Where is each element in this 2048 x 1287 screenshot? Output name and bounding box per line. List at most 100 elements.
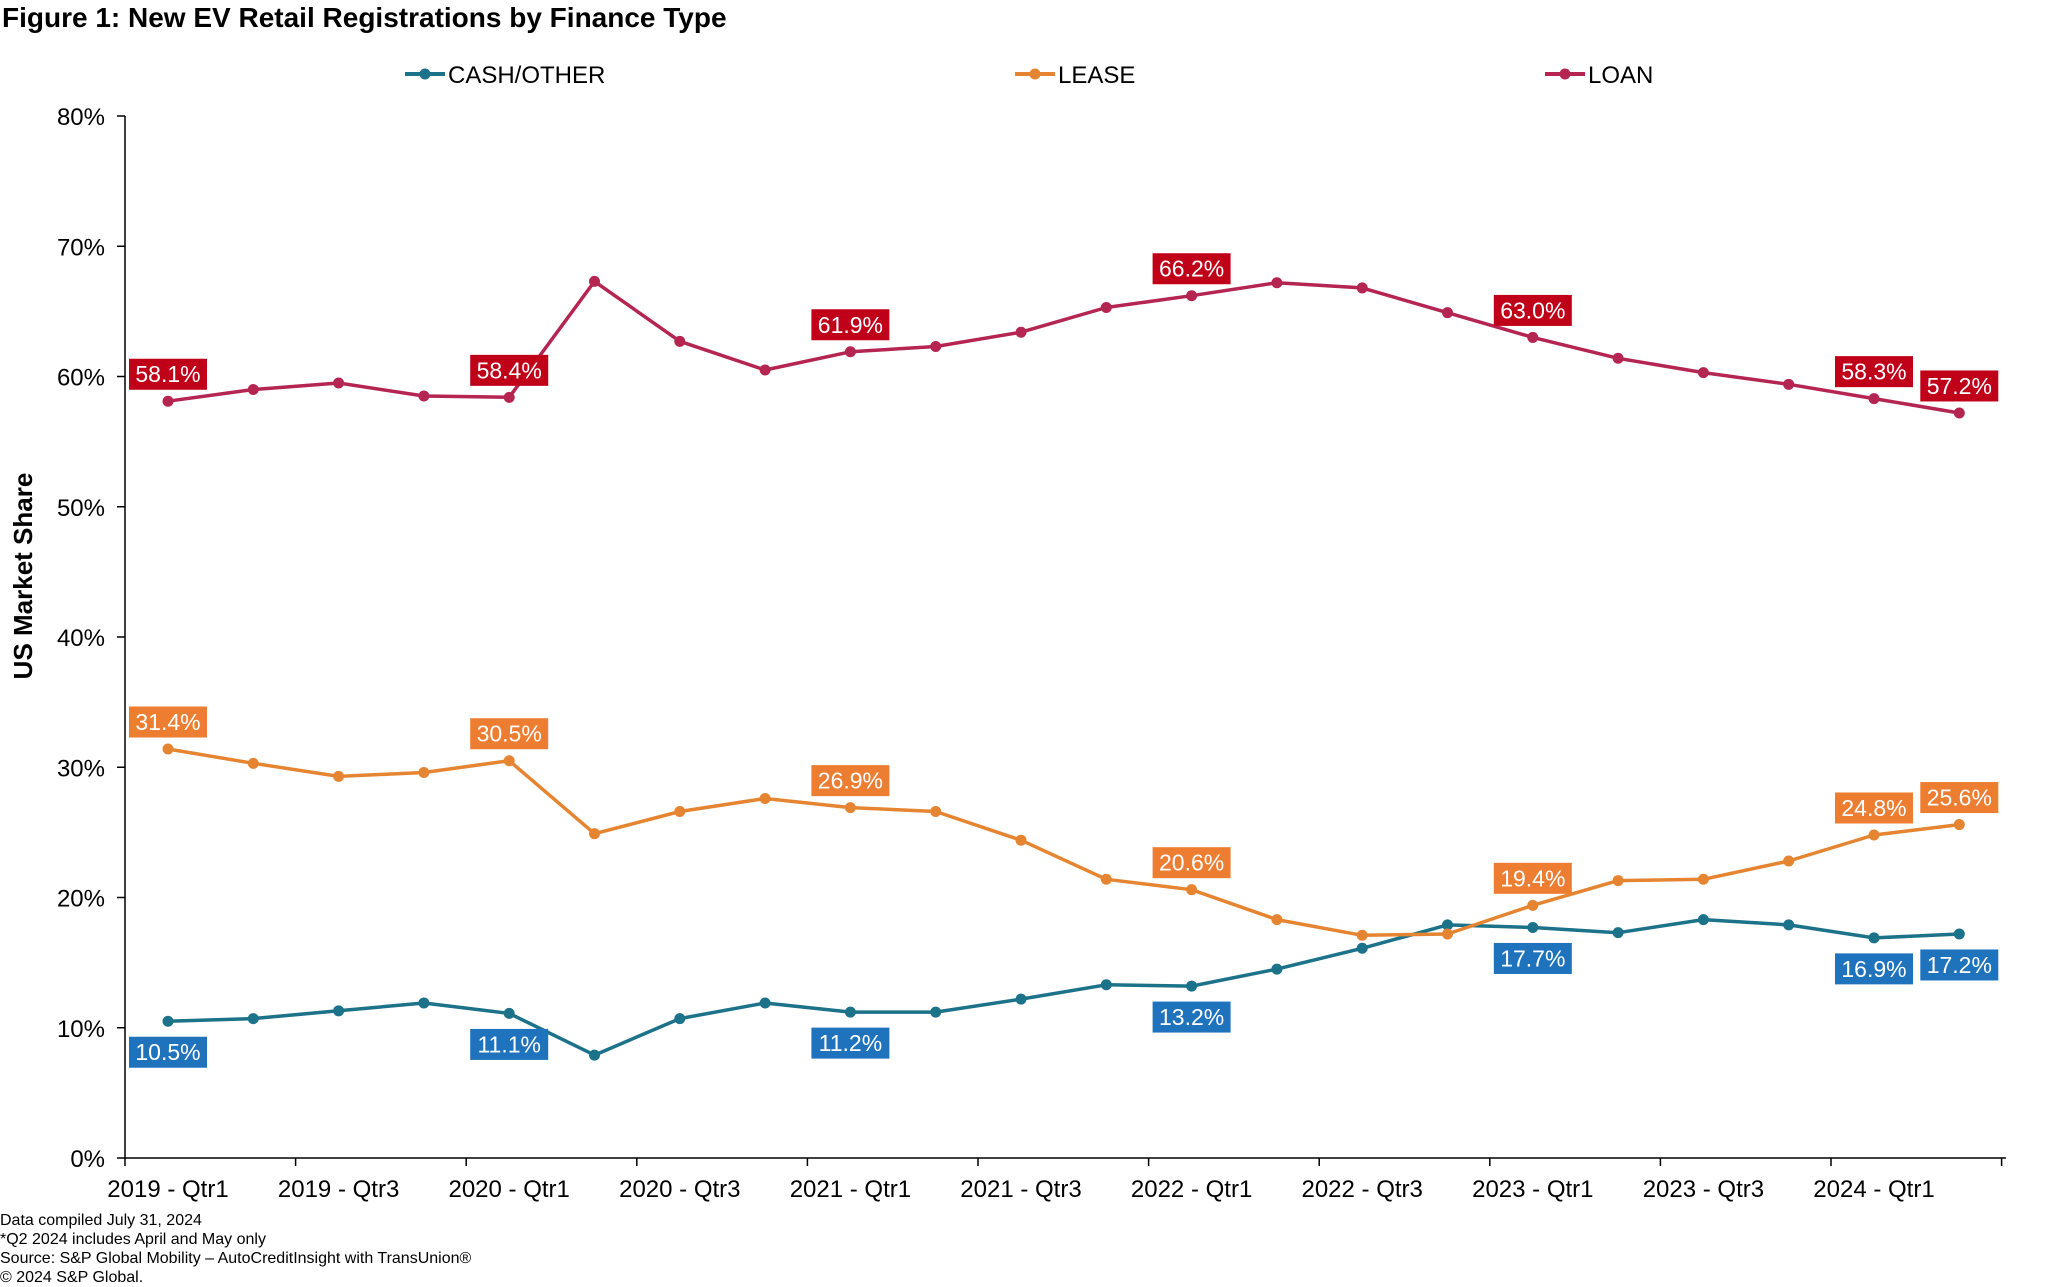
legend-label: LEASE	[1058, 62, 1135, 89]
series-lines	[162, 275, 1965, 1061]
data-point-cash	[333, 1005, 345, 1017]
series-loan	[162, 275, 1965, 419]
data-point-lease	[333, 770, 345, 782]
data-point-lease	[1868, 829, 1880, 841]
data-label-loan: 58.4%	[470, 354, 549, 386]
data-point-lease	[930, 806, 942, 818]
data-label-text: 17.7%	[1500, 945, 1565, 971]
data-label-text: 66.2%	[1159, 256, 1224, 282]
data-point-cash	[1442, 919, 1453, 931]
data-point-loan	[503, 391, 515, 403]
data-point-loan	[1612, 352, 1624, 364]
data-point-lease	[589, 828, 600, 840]
data-point-lease	[674, 806, 686, 818]
data-label-box	[1493, 294, 1572, 326]
data-label-text: 20.6%	[1159, 850, 1224, 876]
data-label-cash: 11.1%	[470, 1028, 549, 1060]
data-point-cash	[1868, 932, 1880, 944]
data-label-box	[1835, 953, 1913, 985]
data-label-lease: 24.8%	[1835, 792, 1913, 824]
data-point-loan	[759, 364, 771, 376]
data-label-box	[1920, 782, 1999, 814]
y-axis-label: US Market Share	[8, 473, 38, 680]
data-point-cash	[589, 1049, 600, 1061]
data-label-box	[1835, 356, 1913, 388]
data-point-lease	[1015, 834, 1027, 846]
data-label-box	[129, 706, 207, 738]
data-label-box	[1493, 862, 1572, 894]
x-tick-label: 2020 - Qtr3	[619, 1176, 740, 1203]
data-label-text: 24.8%	[1841, 795, 1906, 821]
data-label-text: 58.1%	[135, 361, 200, 387]
legend: CASH/OTHER LEASE LOAN	[405, 62, 1653, 89]
data-label-lease: 20.6%	[1152, 847, 1231, 879]
data-label-text: 10.5%	[135, 1039, 200, 1065]
data-point-loan	[1527, 331, 1539, 343]
axes: 0% 10% 20% 30% 40% 50% 60% 70% 80% 2019 - Qtr1 201…	[57, 104, 2006, 1203]
data-labels: 10.5% 11.1% 11.2% 13.2% 17.7% 16.9% 17.2% 31.4%…	[129, 253, 1999, 1068]
series-line-loan	[167, 279, 1960, 415]
data-point-loan	[1271, 277, 1283, 289]
data-label-text: 11.1%	[477, 1031, 541, 1057]
x-tick-label: 2022 - Qtr1	[1131, 1176, 1252, 1203]
footnote-q2-note: *Q2 2024 includes April and May only	[0, 1231, 266, 1248]
data-point-loan	[930, 341, 942, 353]
data-label-box	[1152, 253, 1231, 285]
y-tick-label: 40%	[57, 625, 105, 652]
y-tick-label: 50%	[57, 495, 105, 522]
data-label-box	[811, 1027, 890, 1059]
data-label-box	[129, 358, 207, 390]
data-point-cash	[1271, 963, 1283, 975]
data-label-box	[1152, 1001, 1231, 1033]
data-point-lease	[1271, 914, 1283, 926]
data-point-cash	[1783, 919, 1795, 931]
data-label-box	[470, 1028, 549, 1060]
data-label-cash: 17.7%	[1493, 942, 1572, 974]
data-label-text: 16.9%	[1841, 956, 1906, 982]
data-point-loan	[1356, 282, 1368, 294]
data-point-loan	[1442, 307, 1453, 319]
data-label-loan: 58.1%	[129, 358, 207, 390]
data-label-loan: 63.0%	[1493, 294, 1572, 326]
data-label-text: 31.4%	[135, 709, 200, 735]
legend-swatch-marker	[1559, 68, 1571, 80]
data-point-loan	[589, 275, 600, 287]
data-label-box	[1920, 949, 1999, 981]
data-label-cash: 13.2%	[1152, 1001, 1231, 1033]
data-label-text: 61.9%	[818, 312, 883, 338]
data-point-lease	[247, 757, 259, 769]
data-point-cash	[930, 1006, 942, 1018]
legend-item-loan: LOAN	[1545, 62, 1653, 89]
data-label-text: 25.6%	[1927, 785, 1992, 811]
data-point-lease	[1527, 899, 1539, 911]
x-tick-label: 2023 - Qtr3	[1643, 1176, 1764, 1203]
x-tick-label: 2021 - Qtr3	[960, 1176, 1081, 1203]
data-point-loan	[1783, 378, 1795, 390]
y-tick-label: 70%	[57, 234, 105, 261]
data-point-cash	[674, 1013, 686, 1025]
data-label-lease: 19.4%	[1493, 862, 1572, 894]
data-point-loan	[1868, 393, 1880, 405]
data-point-cash	[162, 1015, 174, 1027]
data-label-text: 58.3%	[1841, 359, 1906, 385]
data-label-cash: 17.2%	[1920, 949, 1999, 981]
data-point-cash	[503, 1007, 515, 1019]
y-tick-label: 0%	[70, 1146, 105, 1173]
data-label-text: 63.0%	[1500, 297, 1565, 323]
y-tick-label: 60%	[57, 365, 105, 392]
data-point-lease	[844, 802, 856, 814]
data-label-loan: 58.3%	[1835, 356, 1913, 388]
data-label-box	[1920, 370, 1999, 402]
data-label-lease: 31.4%	[129, 706, 207, 738]
data-point-loan	[162, 395, 174, 407]
data-point-lease	[1442, 928, 1453, 940]
legend-label: CASH/OTHER	[448, 62, 605, 89]
footnote-compiled: Data compiled July 31, 2024	[0, 1212, 202, 1229]
data-point-lease	[1697, 873, 1709, 885]
data-point-lease	[1612, 875, 1624, 887]
data-label-text: 58.4%	[477, 357, 542, 383]
y-tick-label: 80%	[57, 104, 105, 131]
data-point-loan	[418, 390, 430, 402]
data-label-loan: 57.2%	[1920, 370, 1999, 402]
